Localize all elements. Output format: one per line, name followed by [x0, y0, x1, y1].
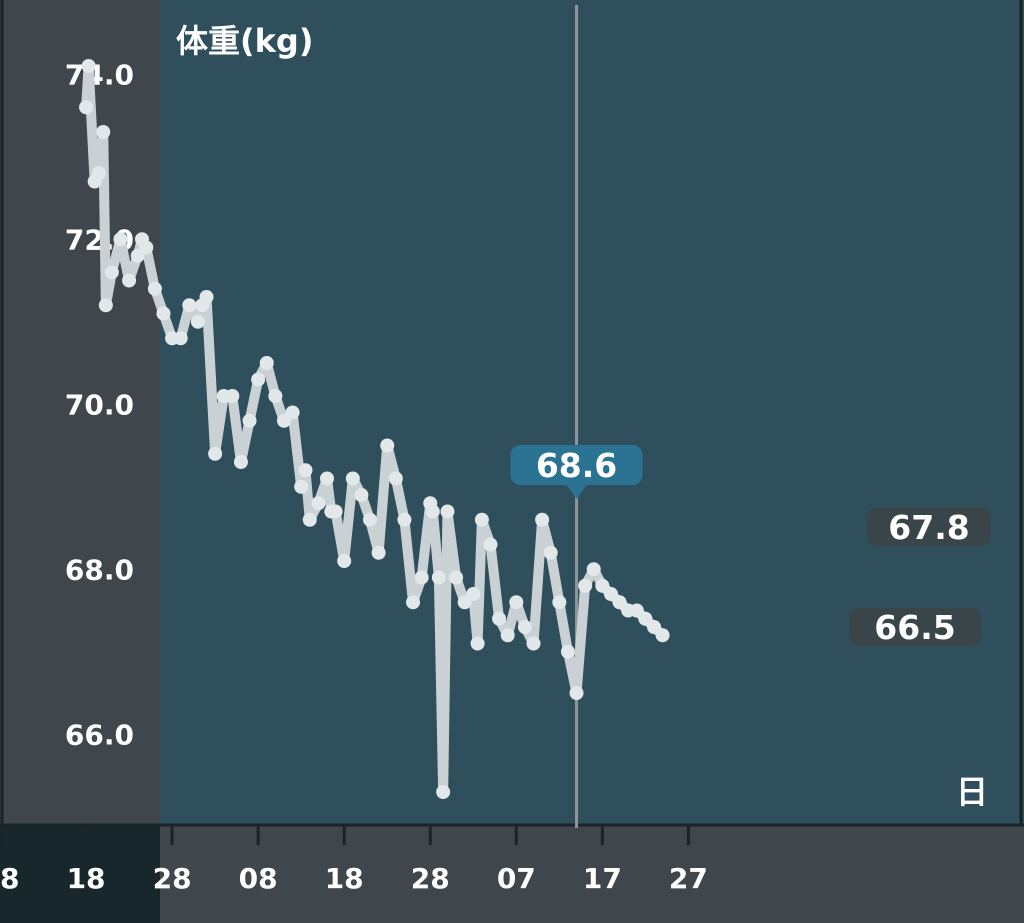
data-point[interactable]: [81, 59, 96, 73]
data-point[interactable]: [156, 306, 171, 321]
highlight-callout-tail: [566, 485, 587, 499]
data-point[interactable]: [466, 587, 481, 601]
data-point[interactable]: [406, 595, 421, 610]
data-point[interactable]: [440, 504, 455, 519]
y-tick-label: 66.0: [65, 718, 134, 751]
x-axis-band-dark: [0, 825, 160, 923]
data-point[interactable]: [500, 628, 515, 643]
x-tick-label: 27: [669, 862, 708, 895]
data-point[interactable]: [302, 512, 317, 527]
data-point[interactable]: [259, 356, 274, 370]
data-point[interactable]: [113, 232, 128, 247]
data-point[interactable]: [147, 281, 162, 296]
data-point[interactable]: [569, 686, 584, 700]
x-tick-label: 07: [497, 862, 536, 895]
data-point[interactable]: [526, 636, 541, 651]
data-point[interactable]: [388, 471, 403, 486]
data-point[interactable]: [104, 265, 119, 280]
y-tick-label: 70.0: [65, 388, 134, 421]
data-point[interactable]: [98, 298, 113, 313]
plot-area[interactable]: [160, 0, 1024, 825]
data-point[interactable]: [319, 471, 334, 486]
x-tick-labels: 08 18 28 08 18 28 07 17 27: [0, 825, 708, 895]
chart-title: 体重(kg): [176, 22, 313, 60]
data-point[interactable]: [91, 166, 106, 181]
data-point[interactable]: [190, 314, 205, 329]
data-point[interactable]: [96, 125, 111, 139]
y-tick-labels: 74.072.070.068.066.0: [65, 58, 134, 751]
data-point[interactable]: [225, 389, 240, 403]
x-tick-label: 18: [325, 862, 364, 895]
highlight-callout-label: 68.6: [536, 446, 617, 485]
data-point[interactable]: [380, 438, 395, 453]
data-point[interactable]: [470, 636, 485, 651]
data-point[interactable]: [535, 512, 550, 527]
data-point[interactable]: [337, 554, 352, 568]
data-point[interactable]: [268, 389, 283, 403]
data-point[interactable]: [578, 578, 593, 593]
data-point[interactable]: [242, 413, 257, 428]
value-callouts: 68.6 67.8 66.5: [510, 445, 991, 647]
data-point[interactable]: [285, 405, 300, 420]
data-point[interactable]: [492, 611, 507, 626]
x-axis-label: 日: [956, 773, 988, 811]
data-point[interactable]: [543, 545, 558, 560]
data-point[interactable]: [173, 331, 188, 346]
y-tick-label: 68.0: [65, 553, 134, 586]
data-point[interactable]: [474, 512, 489, 527]
data-point[interactable]: [586, 562, 601, 577]
data-point[interactable]: [552, 595, 567, 610]
highlight-callout-box: [510, 445, 643, 485]
data-point[interactable]: [122, 273, 137, 288]
x-tick-label: 18: [67, 862, 106, 895]
annotation-callout-1-box: [867, 508, 991, 546]
data-point[interactable]: [79, 100, 94, 115]
data-point[interactable]: [449, 570, 464, 585]
data-point[interactable]: [208, 446, 223, 461]
data-point[interactable]: [425, 504, 440, 519]
data-point[interactable]: [199, 290, 214, 304]
data-point[interactable]: [431, 570, 446, 585]
data-point[interactable]: [298, 463, 313, 478]
data-point[interactable]: [354, 488, 369, 502]
data-point[interactable]: [311, 496, 326, 511]
y-tick-label: 74.0: [65, 58, 134, 91]
annotation-callout-1-label: 67.8: [888, 508, 969, 547]
annotation-callout-2-box: [849, 608, 981, 646]
x-tick-label: 28: [153, 862, 192, 895]
x-tick-label: 28: [411, 862, 450, 895]
data-point[interactable]: [483, 537, 498, 552]
annotation-callout-2-label: 66.5: [874, 608, 955, 647]
data-point[interactable]: [397, 512, 412, 527]
data-point[interactable]: [345, 471, 360, 486]
data-point[interactable]: [517, 620, 532, 634]
data-point[interactable]: [371, 545, 386, 560]
data-point[interactable]: [509, 595, 524, 610]
x-tick-label: 17: [583, 862, 622, 895]
data-point[interactable]: [414, 570, 429, 585]
data-point[interactable]: [233, 455, 248, 469]
data-point[interactable]: [328, 504, 343, 519]
data-point[interactable]: [560, 644, 575, 659]
left-axis-panel: [0, 0, 160, 825]
data-point[interactable]: [182, 298, 197, 313]
series-weight: [79, 59, 670, 799]
x-tick-label: 08: [0, 862, 19, 895]
data-point[interactable]: [363, 512, 378, 527]
data-point[interactable]: [655, 628, 670, 643]
data-point[interactable]: [139, 240, 154, 255]
data-point[interactable]: [436, 785, 451, 799]
data-point[interactable]: [294, 479, 309, 494]
x-tick-label: 08: [239, 862, 278, 895]
data-point[interactable]: [251, 372, 266, 387]
